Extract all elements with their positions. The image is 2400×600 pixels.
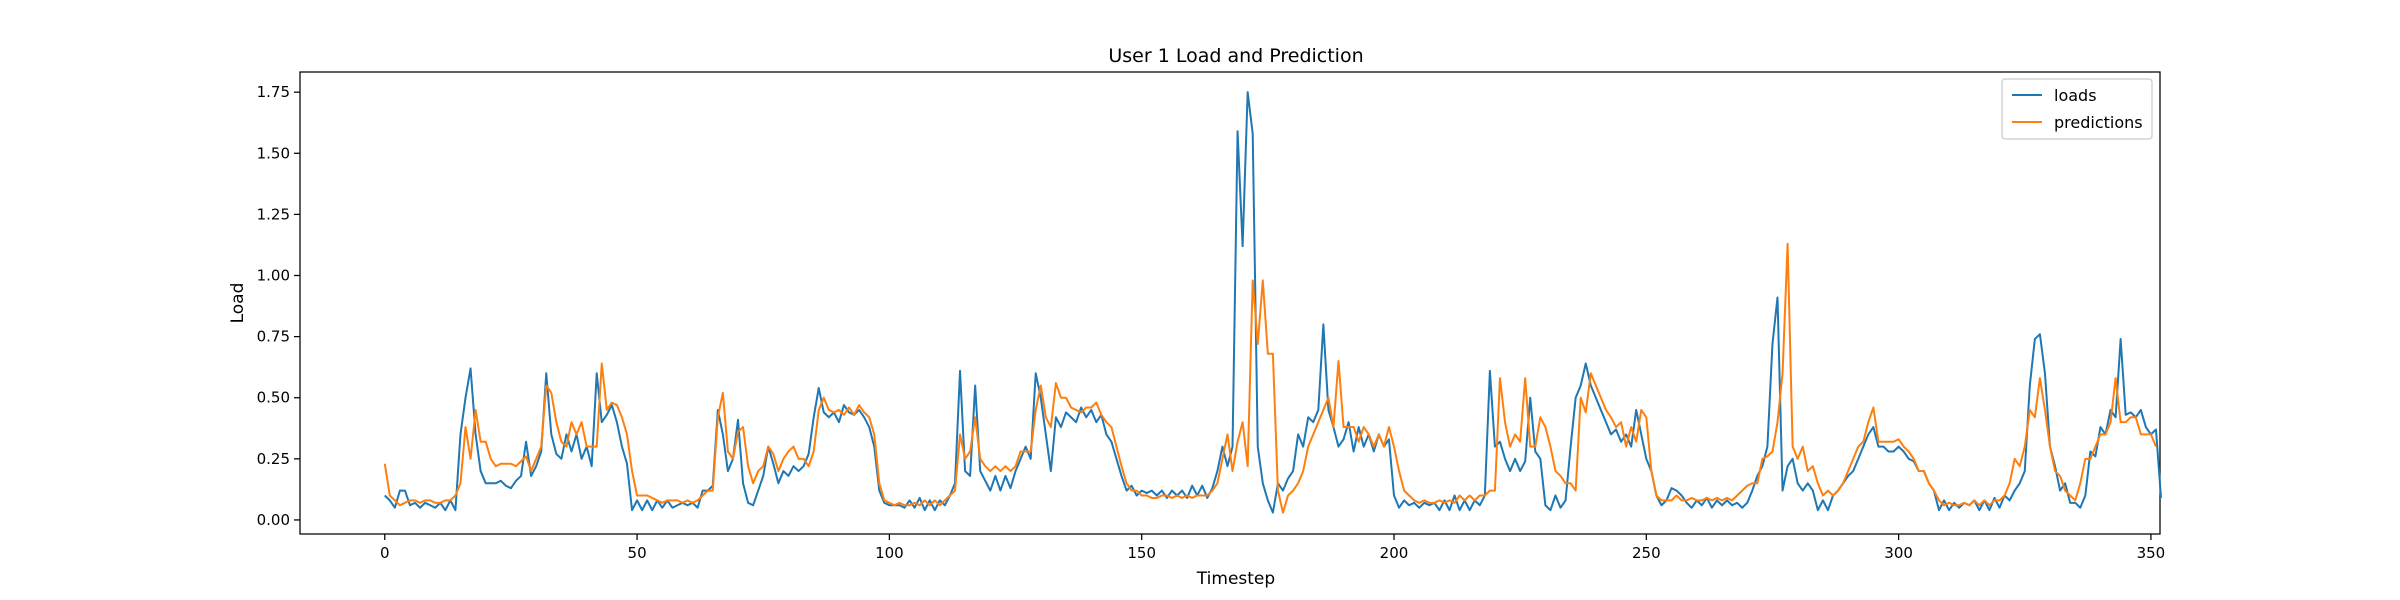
- series-lines: [383, 91, 2163, 514]
- x-tick-label: 350: [2137, 544, 2166, 562]
- x-tick-label: 300: [1884, 544, 1913, 562]
- y-axis-label: Load: [228, 283, 248, 324]
- y-tick-label: 1.25: [257, 205, 290, 223]
- y-axis: 0.00 0.25 0.50 0.75 1.00 1.25 1.50 1.75: [257, 83, 300, 529]
- y-tick-label: 1.00: [257, 267, 290, 285]
- x-tick-label: 200: [1380, 544, 1409, 562]
- y-tick-label: 1.75: [257, 83, 290, 101]
- x-axis-label: Timestep: [1196, 569, 1275, 589]
- legend-label-loads: loads: [2054, 86, 2097, 105]
- series-line-predictions: [383, 242, 2157, 514]
- y-tick-label: 0.25: [257, 450, 290, 468]
- x-tick-label: 250: [1632, 544, 1661, 562]
- plot-area: 0 50 100 150 200 250 300 350 0.00 0.25 0.50 0.75 1.…: [257, 71, 2165, 562]
- series-line-loads: [384, 91, 2163, 514]
- y-tick-label: 0.50: [257, 389, 290, 407]
- plot-frame: [299, 71, 2161, 535]
- y-tick-label: 1.50: [257, 144, 290, 162]
- legend: loads predictions: [2001, 78, 2153, 140]
- x-tick-label: 50: [628, 544, 647, 562]
- legend-label-predictions: predictions: [2054, 113, 2143, 132]
- x-tick-label: 100: [875, 544, 904, 562]
- x-axis: 0 50 100 150 200 250 300 350: [380, 534, 2165, 562]
- x-tick-label: 150: [1127, 544, 1156, 562]
- x-tick-label: 0: [380, 544, 390, 562]
- y-tick-label: 0.75: [257, 328, 290, 346]
- chart-title: User 1 Load and Prediction: [1108, 45, 1363, 67]
- y-tick-label: 0.00: [257, 511, 290, 529]
